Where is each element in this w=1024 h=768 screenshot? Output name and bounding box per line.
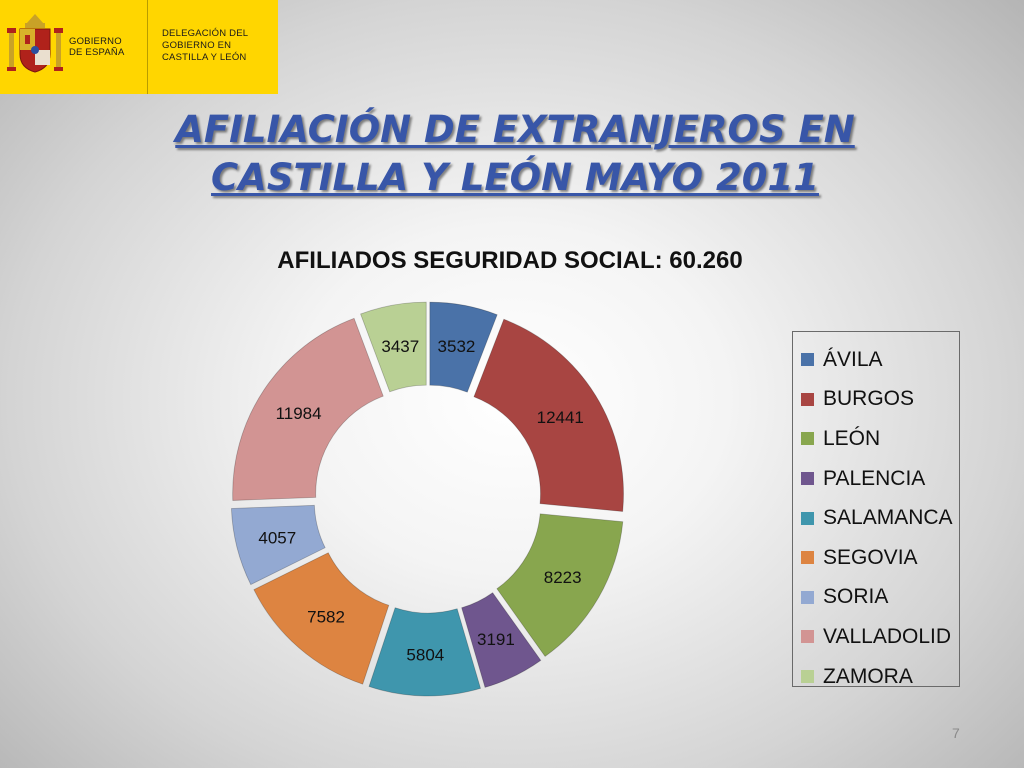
- page-number: 7: [952, 725, 960, 741]
- data-label-soria: 4057: [258, 528, 296, 547]
- legend-label: ZAMORA: [823, 664, 913, 688]
- government-header: GOBIERNO DE ESPAÑA DELEGACIÓN DEL GOBIER…: [0, 0, 278, 94]
- donut-slice-segovia: [253, 552, 390, 685]
- legend-label: BURGOS: [823, 387, 915, 411]
- legend-swatch: [801, 630, 814, 644]
- legend-swatch: [801, 551, 814, 565]
- legend-label: VALLADOLID: [823, 624, 951, 648]
- government-label: GOBIERNO DE ESPAÑA: [69, 36, 125, 58]
- legend-swatch: [801, 392, 814, 406]
- data-label-palencia: 3191: [477, 630, 515, 649]
- donut-slice-burgos: [473, 318, 624, 512]
- slide-title: AFILIACIÓN DE EXTRANJEROS EN CASTILLA Y …: [110, 106, 920, 202]
- donut-slice-valladolid: [232, 317, 384, 501]
- donut-slice-soria: [231, 504, 326, 586]
- delegation-label: DELEGACIÓN DEL GOBIERNO EN CASTILLA Y LE…: [162, 28, 249, 63]
- legend-swatch: [801, 670, 814, 684]
- legend-item-zamora: ZAMORA: [801, 657, 959, 697]
- data-label-zamora: 3437: [381, 337, 419, 356]
- legend-item-salamanca: SALAMANCA: [801, 498, 959, 538]
- data-label-leon: 8223: [544, 568, 582, 587]
- legend-label: SORIA: [823, 585, 889, 609]
- data-label-burgos: 12441: [537, 408, 584, 427]
- legend-item-segovia: SEGOVIA: [801, 538, 959, 578]
- legend-label: LEÓN: [823, 426, 881, 450]
- donut-slice-palencia: [461, 592, 542, 688]
- donut-slice-avila: [429, 301, 498, 393]
- slide-title-line-2: CASTILLA Y LEÓN MAYO 2011: [211, 156, 819, 199]
- donut-slice-salamanca: [368, 607, 482, 697]
- data-label-salamanca: 5804: [406, 645, 444, 664]
- legend-swatch: [801, 432, 814, 446]
- data-label-valladolid: 11984: [276, 404, 322, 423]
- coat-of-arms-icon: [7, 14, 63, 73]
- data-label-avila: 3532: [438, 337, 476, 356]
- donut-slice-leon: [496, 513, 624, 657]
- header-divider: [147, 0, 148, 94]
- legend-item-leon: LEÓN: [801, 419, 959, 459]
- legend-item-palencia: PALENCIA: [801, 459, 959, 499]
- donut-slice-zamora: [360, 301, 427, 393]
- legend-label: ÁVILA: [823, 347, 883, 371]
- legend-label: SALAMANCA: [823, 506, 953, 530]
- legend-label: PALENCIA: [823, 466, 926, 490]
- legend-item-valladolid: VALLADOLID: [801, 617, 959, 657]
- chart-title: AFILIADOS SEGURIDAD SOCIAL: 60.260: [277, 247, 743, 274]
- legend-item-soria: SORIA: [801, 578, 959, 618]
- legend-swatch: [801, 511, 814, 525]
- legend-item-avila: ÁVILA: [801, 340, 959, 380]
- slide-title-line-1: AFILIACIÓN DE EXTRANJEROS EN: [175, 108, 855, 151]
- legend-swatch: [801, 472, 814, 486]
- legend-item-burgos: BURGOS: [801, 380, 959, 420]
- legend-swatch: [801, 590, 814, 604]
- legend-label: SEGOVIA: [823, 545, 918, 569]
- legend-swatch: [801, 353, 814, 367]
- chart-legend: ÁVILA BURGOS LEÓN PALENCIA SALAMANCA SEGOVIA S…: [792, 331, 960, 688]
- data-label-segovia: 7582: [307, 607, 345, 626]
